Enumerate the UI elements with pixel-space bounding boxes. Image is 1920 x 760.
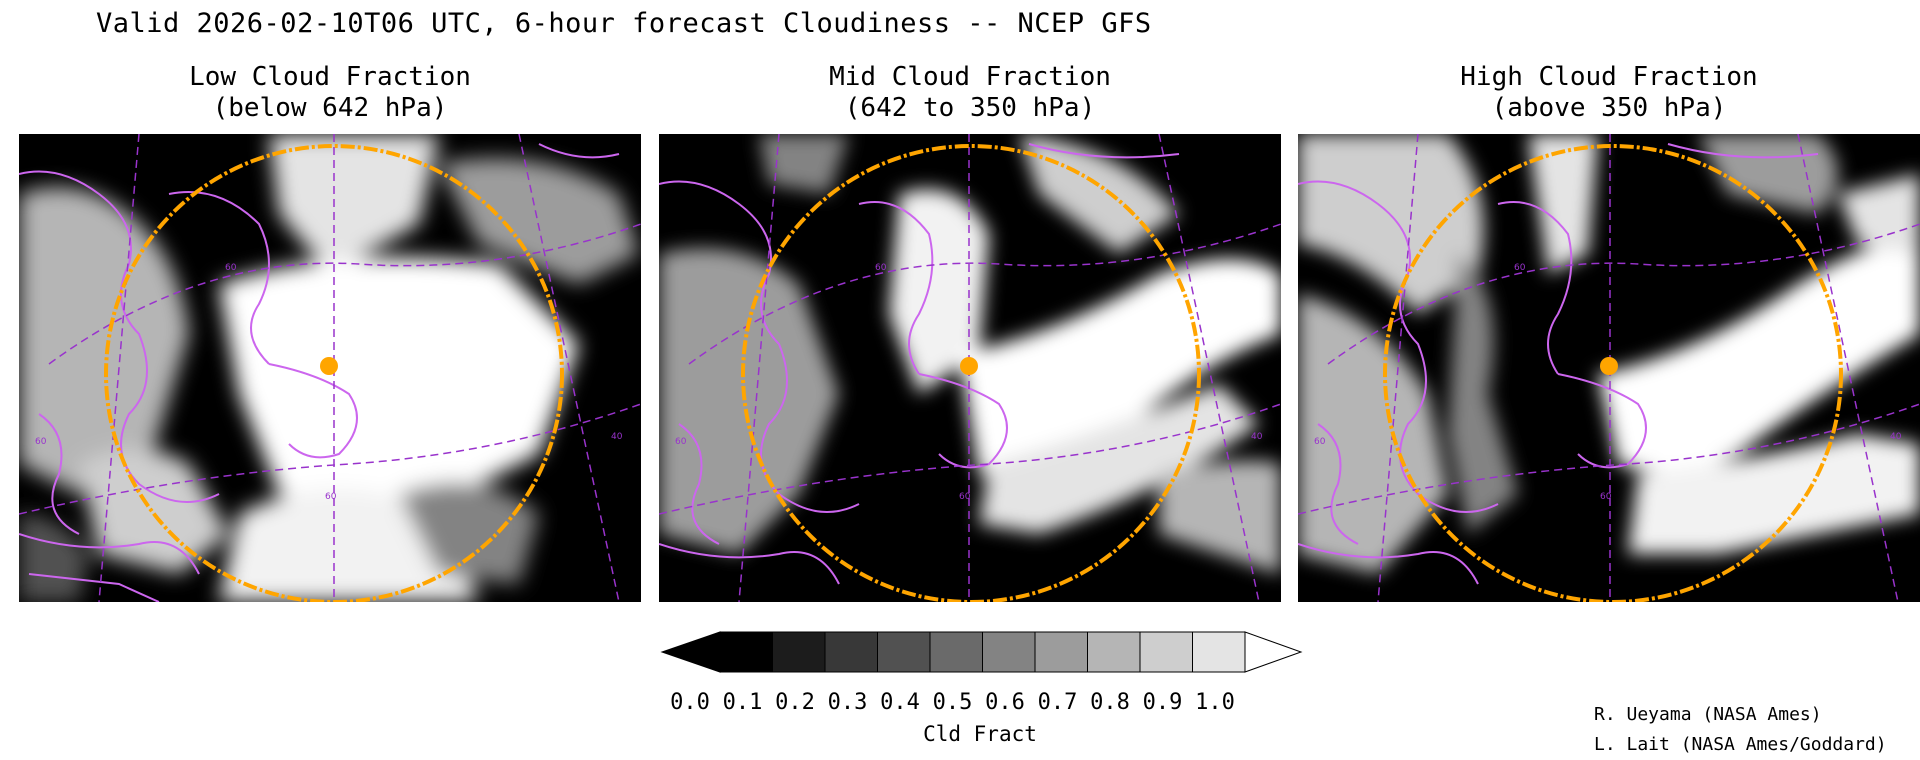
- colorbar-tick: 0.3: [827, 690, 868, 715]
- grid-label: 60: [959, 492, 971, 502]
- panel-title: High Cloud Fraction: [1460, 62, 1758, 92]
- grid-label: 40: [1890, 432, 1902, 442]
- colorbar-tick: 1.0: [1195, 690, 1235, 715]
- grid-label: 60: [675, 437, 687, 447]
- range-ring: [104, 144, 564, 602]
- grid-label: 60: [325, 492, 337, 502]
- figure-title: Valid 2026-02-10T06 UTC, 6-hour forecast…: [96, 8, 1152, 39]
- panel-subtitle: (above 350 hPa): [1491, 93, 1727, 123]
- colorbar-cell: [719, 631, 773, 673]
- panel-subtitle: (below 642 hPa): [212, 93, 448, 123]
- colorbar: [660, 631, 1303, 673]
- grid-label: 60: [1600, 492, 1612, 502]
- colorbar-tick: 0.1: [722, 690, 763, 715]
- colorbar-cell: [929, 631, 983, 673]
- cloud-map: 60 60 60 40: [659, 134, 1281, 602]
- mid-cloud-panel: Mid Cloud Fraction (642 to 350 hPa): [659, 62, 1281, 602]
- panel-title: Mid Cloud Fraction: [829, 62, 1111, 92]
- colorbar-tick: 0.8: [1090, 690, 1130, 715]
- site-marker: [1600, 357, 1618, 375]
- colorbar-cell: [1192, 631, 1246, 673]
- grid-label: 60: [35, 437, 47, 447]
- colorbar-tick: 0.2: [775, 690, 815, 715]
- colorbar-cell: [772, 631, 826, 673]
- grid-label: 60: [1314, 437, 1326, 447]
- colorbar-tick: 0.5: [932, 690, 973, 715]
- range-ring: [741, 144, 1201, 602]
- graticule: [1298, 134, 1920, 602]
- colorbar-tick: 0.6: [985, 690, 1025, 715]
- colorbar-cell: [824, 631, 878, 673]
- colorbar-cell: [877, 631, 931, 673]
- colorbar-cell: [1087, 631, 1141, 673]
- cloud-map: 60 60 60 40: [19, 134, 641, 602]
- colorbar-under-triangle: [660, 631, 721, 673]
- grid-label: 40: [1251, 432, 1263, 442]
- low-cloud-panel: Low Cloud Fraction (below 642 hPa): [19, 62, 641, 602]
- high-cloud-panel: High Cloud Fraction (above 350 hPa): [1298, 62, 1920, 602]
- site-marker: [960, 357, 978, 375]
- colorbar-tick: 0.9: [1142, 690, 1183, 715]
- grid-label: 40: [611, 432, 623, 442]
- colorbar-tick: 0.7: [1037, 690, 1078, 715]
- cloud-field: [659, 134, 1281, 574]
- panel-subtitle: (642 to 350 hPa): [844, 93, 1096, 123]
- site-marker: [320, 357, 338, 375]
- credit-line: R. Ueyama (NASA Ames): [1594, 704, 1822, 725]
- colorbar-cell: [1034, 631, 1088, 673]
- grid-label: 60: [225, 263, 237, 273]
- range-ring: [1383, 144, 1843, 602]
- colorbar-tick: 0.0: [670, 690, 710, 715]
- credits: R. Ueyama (NASA Ames) L. Lait (NASA Ames…: [1594, 700, 1887, 760]
- cloud-field: [1298, 134, 1920, 574]
- low-cloud-map-svg: 60 60 60 40: [19, 134, 641, 602]
- cloud-map: 60 60 60 40: [1298, 134, 1920, 602]
- coastlines: [19, 143, 620, 602]
- coastlines: [1298, 143, 1819, 585]
- grid-label: 60: [875, 263, 887, 273]
- colorbar-ticks: 0.0 0.1 0.2 0.3 0.4 0.5 0.6 0.7 0.8 0.9 …: [670, 690, 1270, 720]
- credit-line: L. Lait (NASA Ames/Goddard): [1594, 734, 1887, 755]
- mid-cloud-map-svg: 60 60 60 40: [659, 134, 1281, 602]
- colorbar-cell: [982, 631, 1036, 673]
- colorbar-label: Cld Fract: [923, 722, 1037, 746]
- high-cloud-map-svg: 60 60 60 40: [1298, 134, 1920, 602]
- colorbar-tick: 0.4: [880, 690, 920, 715]
- colorbar-over-triangle: [1244, 631, 1303, 673]
- panel-title: Low Cloud Fraction: [189, 62, 471, 92]
- grid-label: 60: [1514, 263, 1526, 273]
- colorbar-cell: [1139, 631, 1193, 673]
